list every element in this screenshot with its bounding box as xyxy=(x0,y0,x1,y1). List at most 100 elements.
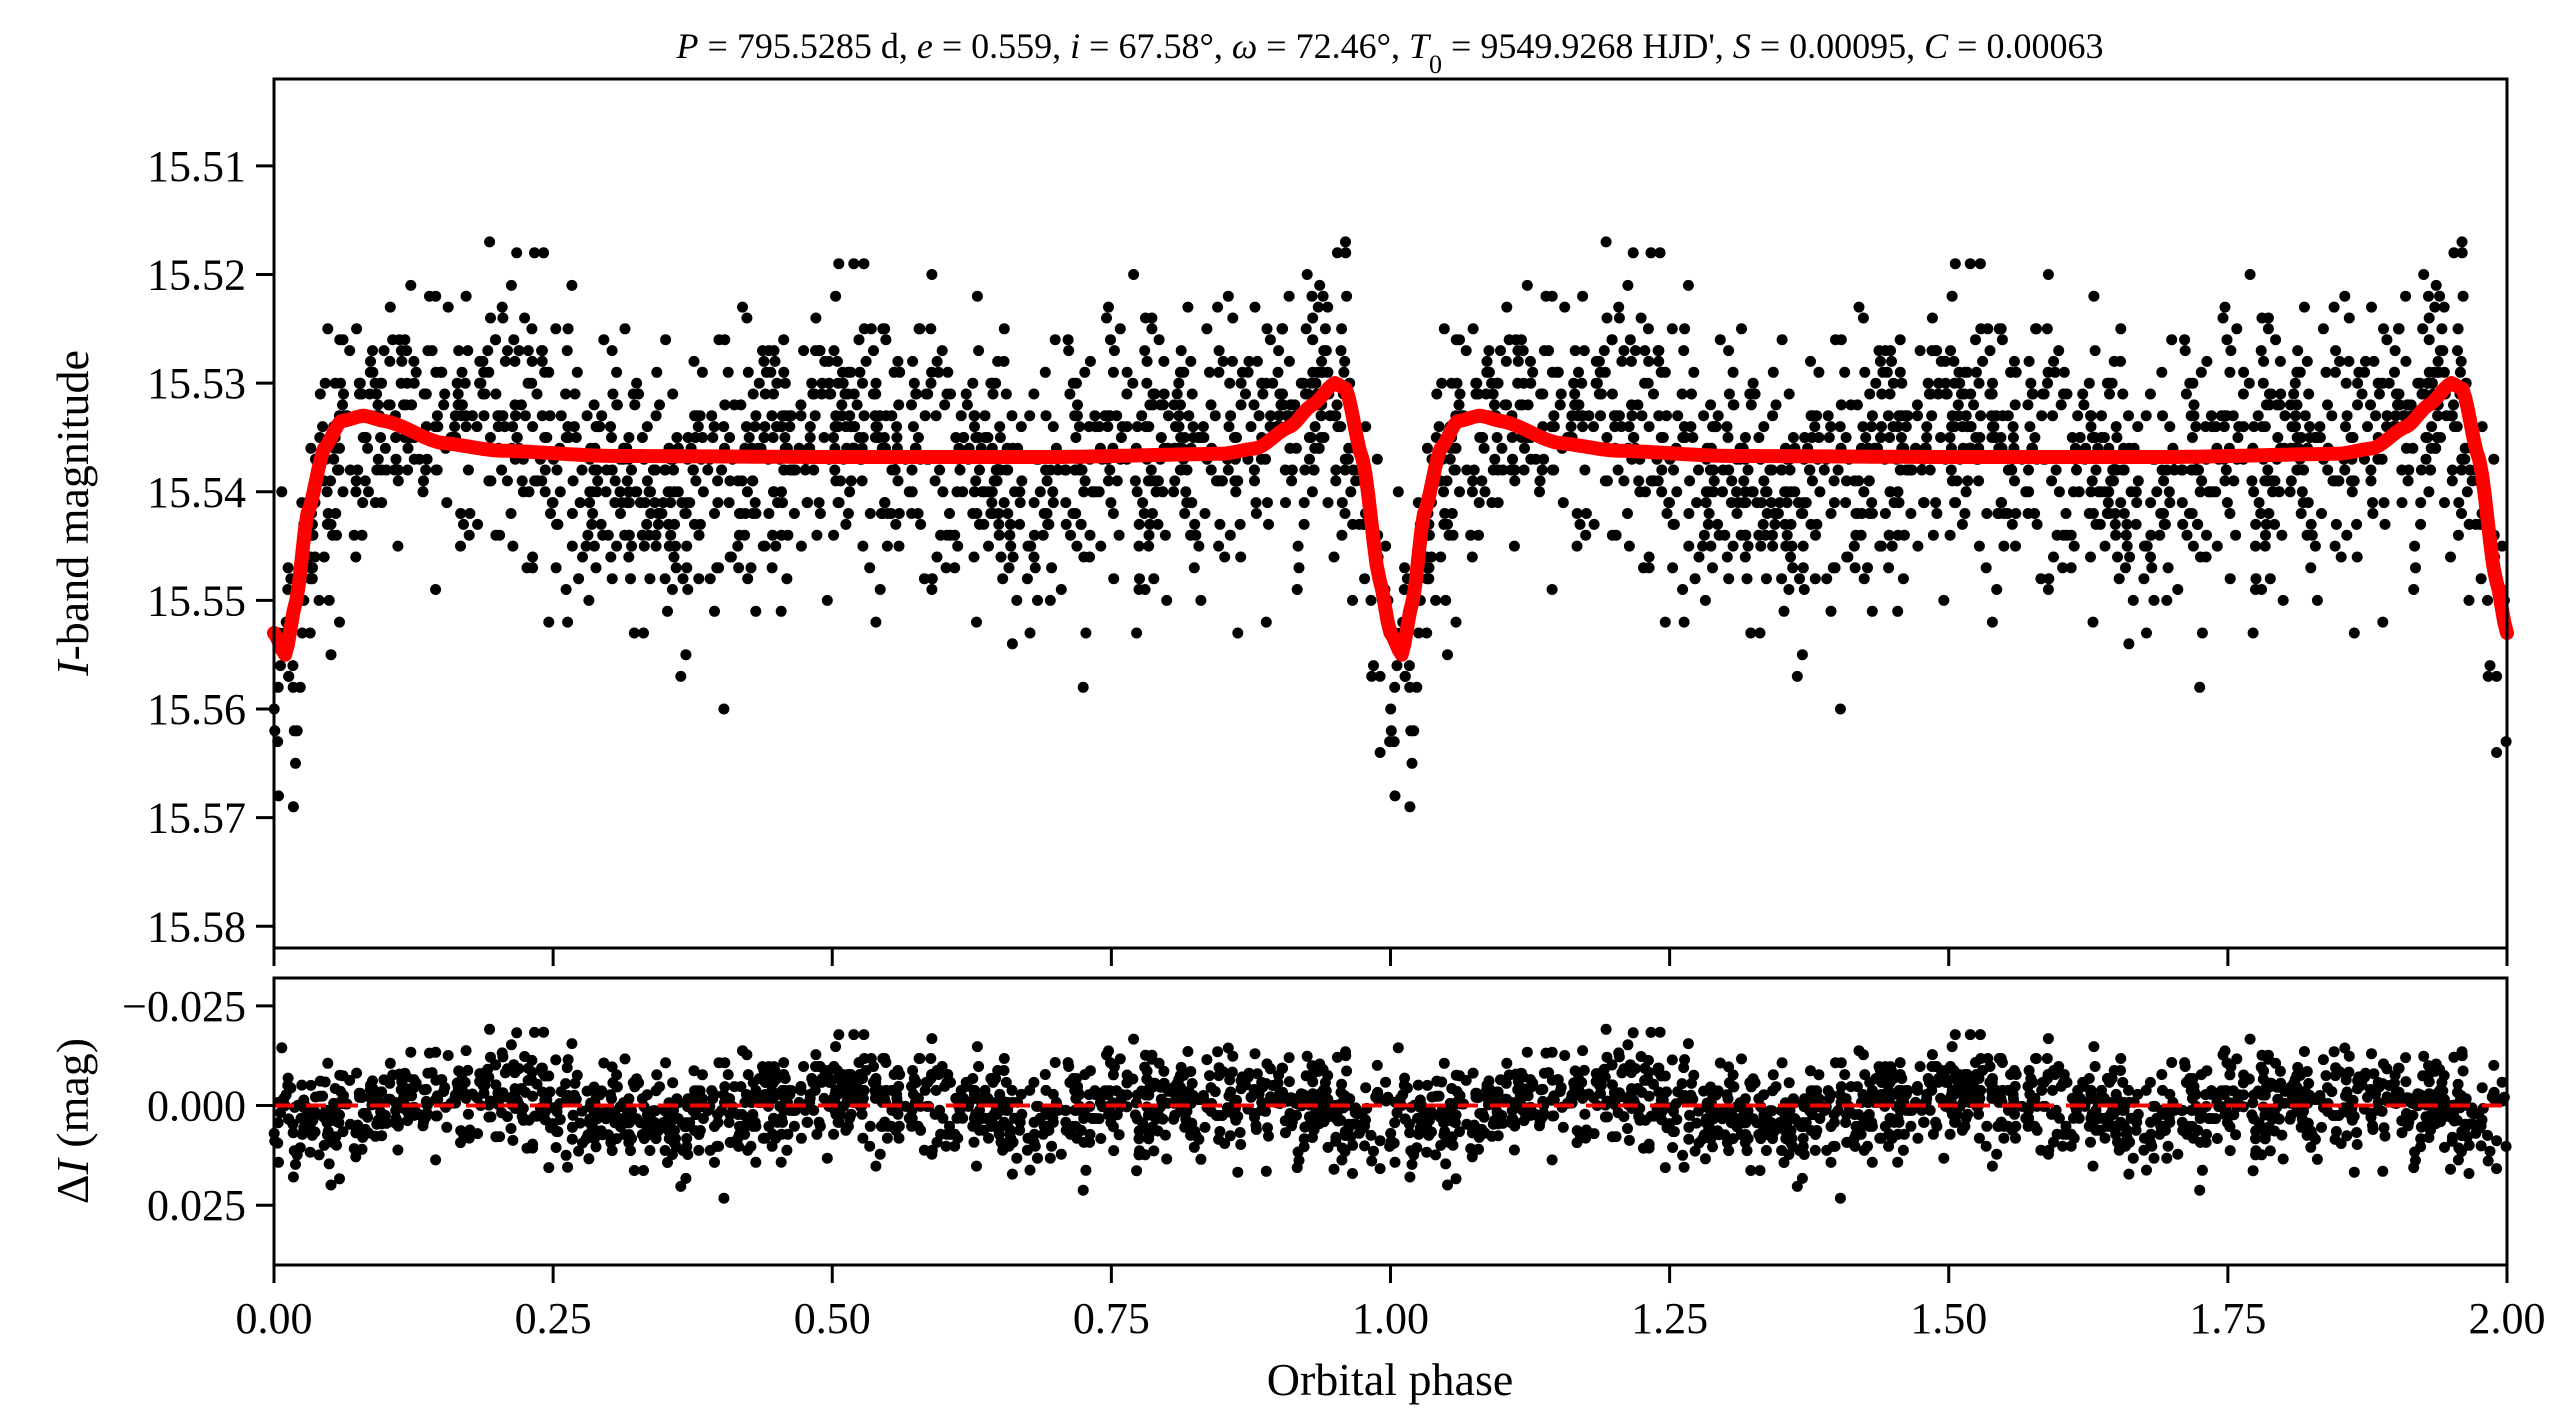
data-point xyxy=(2496,540,2508,552)
data-point xyxy=(2194,681,2206,693)
data-point xyxy=(1698,410,1710,422)
data-point xyxy=(1912,540,1924,552)
data-point xyxy=(290,757,301,769)
data-point xyxy=(1507,453,1518,465)
data-point xyxy=(2437,345,2449,357)
residual-point xyxy=(1829,1140,1841,1152)
data-point xyxy=(626,540,638,552)
data-point xyxy=(609,475,621,487)
data-point xyxy=(1217,355,1229,367)
data-point xyxy=(1143,421,1155,433)
data-point xyxy=(2316,508,2327,519)
residual-point xyxy=(1301,1050,1313,1062)
data-point xyxy=(1466,551,1478,563)
residual-point xyxy=(1948,1065,1960,1076)
residual-point xyxy=(723,1117,735,1128)
data-point xyxy=(1712,518,1724,530)
data-point xyxy=(693,529,705,541)
data-point xyxy=(1421,442,1433,454)
residual-point xyxy=(1148,1145,1160,1157)
data-point xyxy=(2065,529,2077,541)
data-point xyxy=(507,421,519,433)
data-point xyxy=(2224,508,2236,519)
residual-point xyxy=(335,1085,346,1097)
data-point xyxy=(1111,410,1123,422)
residual-point xyxy=(1840,1117,1852,1128)
data-point xyxy=(2058,366,2070,378)
data-point xyxy=(1108,573,1120,585)
residual-point xyxy=(1723,1145,1735,1157)
data-point xyxy=(2115,497,2127,509)
data-point xyxy=(1618,475,1630,487)
residual-point xyxy=(2141,1164,2152,1176)
residual-point xyxy=(998,1053,1010,1064)
residual-point xyxy=(732,1132,744,1144)
data-point xyxy=(511,432,523,443)
data-point xyxy=(462,464,474,476)
residual-point xyxy=(2291,1069,2303,1081)
residual-point xyxy=(2328,1046,2340,1058)
data-point xyxy=(597,529,609,541)
residual-point xyxy=(1737,1097,1749,1109)
data-point xyxy=(2402,475,2414,487)
data-point xyxy=(522,345,534,357)
data-point xyxy=(2289,377,2301,389)
data-point xyxy=(1765,464,1777,476)
data-point xyxy=(681,540,693,552)
data-point xyxy=(1860,432,1872,443)
data-point xyxy=(788,464,800,476)
residual-point xyxy=(1153,1057,1165,1069)
data-point xyxy=(1313,442,1325,454)
data-point xyxy=(1964,258,1976,270)
residual-point xyxy=(1975,1053,1987,1064)
data-point xyxy=(970,475,982,487)
residual-point xyxy=(1232,1166,1244,1178)
data-point xyxy=(1791,670,1803,682)
residual-point xyxy=(1000,1104,1012,1116)
residual-point xyxy=(747,1120,759,1132)
data-point xyxy=(858,410,870,422)
data-point xyxy=(2190,421,2202,433)
residual-point xyxy=(337,1126,349,1138)
data-point xyxy=(1884,388,1896,400)
residual-point xyxy=(1834,1192,1846,1204)
residual-point xyxy=(1107,1121,1119,1133)
data-point xyxy=(2446,464,2458,476)
data-point xyxy=(2141,540,2153,552)
data-point xyxy=(1753,529,1765,541)
data-point xyxy=(2491,747,2503,758)
data-point xyxy=(2042,584,2054,595)
data-point xyxy=(776,486,787,498)
data-point xyxy=(2339,464,2351,476)
residual-point xyxy=(325,1179,337,1191)
data-point xyxy=(1914,345,1926,357)
residual-point xyxy=(1374,1163,1386,1175)
data-point xyxy=(1034,486,1046,498)
data-point xyxy=(1949,258,1961,270)
data-point xyxy=(1922,377,1934,389)
data-point xyxy=(1009,486,1021,498)
residual-point xyxy=(926,1033,938,1045)
data-point xyxy=(2227,410,2239,422)
residual-point xyxy=(544,1086,556,1098)
residual-point xyxy=(566,1038,578,1050)
data-point xyxy=(2343,355,2355,367)
residual-point xyxy=(1998,1132,2010,1144)
residual-point xyxy=(2488,1059,2500,1071)
residual-point xyxy=(432,1094,444,1106)
data-point xyxy=(2309,432,2321,443)
data-point xyxy=(531,388,543,400)
residual-point xyxy=(1069,1085,1081,1096)
residual-point xyxy=(1828,1109,1840,1120)
data-point xyxy=(1851,399,1863,411)
data-point xyxy=(1571,540,1583,552)
data-point xyxy=(1537,388,1549,400)
residual-point xyxy=(1678,1161,1690,1173)
data-point xyxy=(2412,377,2424,389)
residual-point xyxy=(1204,1070,1215,1082)
data-point xyxy=(750,605,762,617)
data-point xyxy=(322,508,334,519)
data-point xyxy=(392,540,404,552)
residual-point xyxy=(394,1100,406,1112)
data-point xyxy=(1293,562,1305,574)
